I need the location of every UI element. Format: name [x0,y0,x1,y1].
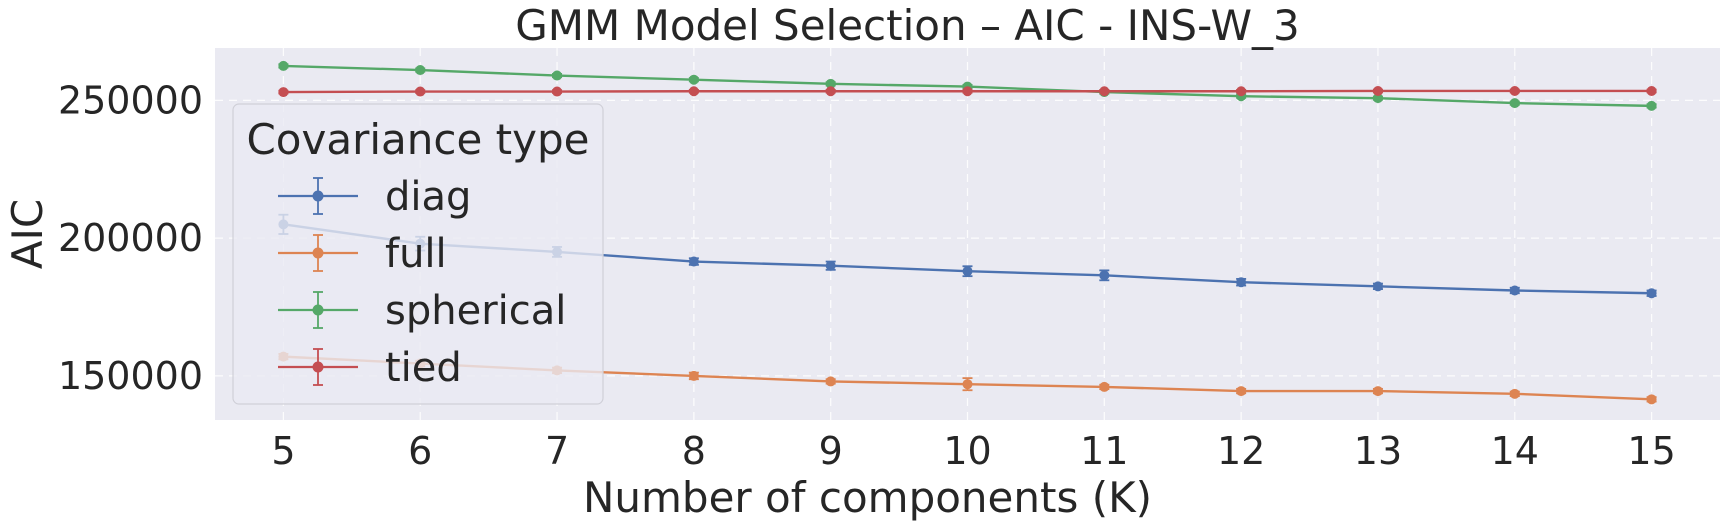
data-point-full [1372,386,1383,397]
data-point-spherical [1646,100,1657,111]
data-point-tied [688,86,699,97]
y-axis-ticks: 150000 200000 250000 [58,78,203,398]
legend-label-spherical: spherical [385,288,566,334]
legend-label-tied: tied [385,345,462,391]
data-point-spherical [688,74,699,85]
x-axis-label: Number of components (K) [583,473,1152,522]
series-tied [278,85,1657,98]
data-point-tied [1099,86,1110,97]
data-point-tied [415,86,426,97]
y-axis-label: AIC [3,199,52,269]
legend-item-full: full [278,231,447,277]
x-tick-label: 13 [1354,429,1402,473]
data-point-diag [1236,277,1247,288]
x-tick-label: 8 [682,429,706,473]
legend-box [232,103,604,405]
data-point-spherical [552,70,563,81]
data-point-diag [1509,285,1520,296]
legend-swatch-marker [312,304,324,316]
x-tick-label: 11 [1080,429,1128,473]
x-tick-label: 10 [943,429,991,473]
data-point-tied [962,86,973,97]
legend-label-full: full [385,231,447,277]
x-tick-label: 14 [1491,429,1539,473]
data-point-spherical [1372,93,1383,104]
legend: Covariance type diag full spherical tied [232,103,604,405]
data-point-spherical [825,78,836,89]
data-point-diag [962,266,973,277]
data-point-spherical [1509,98,1520,109]
data-point-full [1646,394,1657,405]
legend-items: diag full spherical tied [278,174,566,391]
legend-label-diag: diag [385,174,471,220]
data-point-diag [1372,281,1383,292]
data-point-full [688,370,699,381]
legend-swatch-marker [312,247,324,259]
data-point-diag [688,256,699,267]
data-point-spherical [415,65,426,76]
data-point-tied [1236,86,1247,97]
x-tick-label: 12 [1217,429,1265,473]
legend-swatch-marker [312,361,324,373]
data-point-diag [1099,270,1110,281]
data-point-tied [1509,85,1520,96]
y-tick-label: 250000 [58,78,203,122]
x-tick-label: 7 [545,429,569,473]
data-point-full [1236,386,1247,397]
legend-title: Covariance type [246,115,589,164]
y-tick-label: 150000 [58,354,203,398]
data-point-tied [278,87,289,98]
data-point-tied [1646,85,1657,96]
data-point-full [1099,381,1110,392]
legend-swatch-marker [312,190,324,202]
legend-item-spherical: spherical [278,288,566,334]
data-point-full [825,376,836,387]
x-axis-ticks: 5 6 7 8 9 10 11 12 13 14 15 [271,429,1675,473]
x-tick-label: 15 [1627,429,1675,473]
data-point-diag [1646,288,1657,299]
legend-item-tied: tied [278,345,462,391]
x-tick-label: 9 [819,429,843,473]
data-point-tied [825,86,836,97]
data-point-full [962,379,973,390]
legend-item-diag: diag [278,174,471,220]
y-tick-label: 200000 [58,216,203,260]
data-point-tied [1372,85,1383,96]
chart-title: GMM Model Selection – AIC - INS-W_3 [515,1,1300,50]
data-point-diag [825,260,836,271]
data-point-full [1509,388,1520,399]
x-tick-label: 6 [408,429,432,473]
data-point-spherical [278,60,289,71]
x-tick-label: 5 [271,429,295,473]
data-point-tied [552,86,563,97]
